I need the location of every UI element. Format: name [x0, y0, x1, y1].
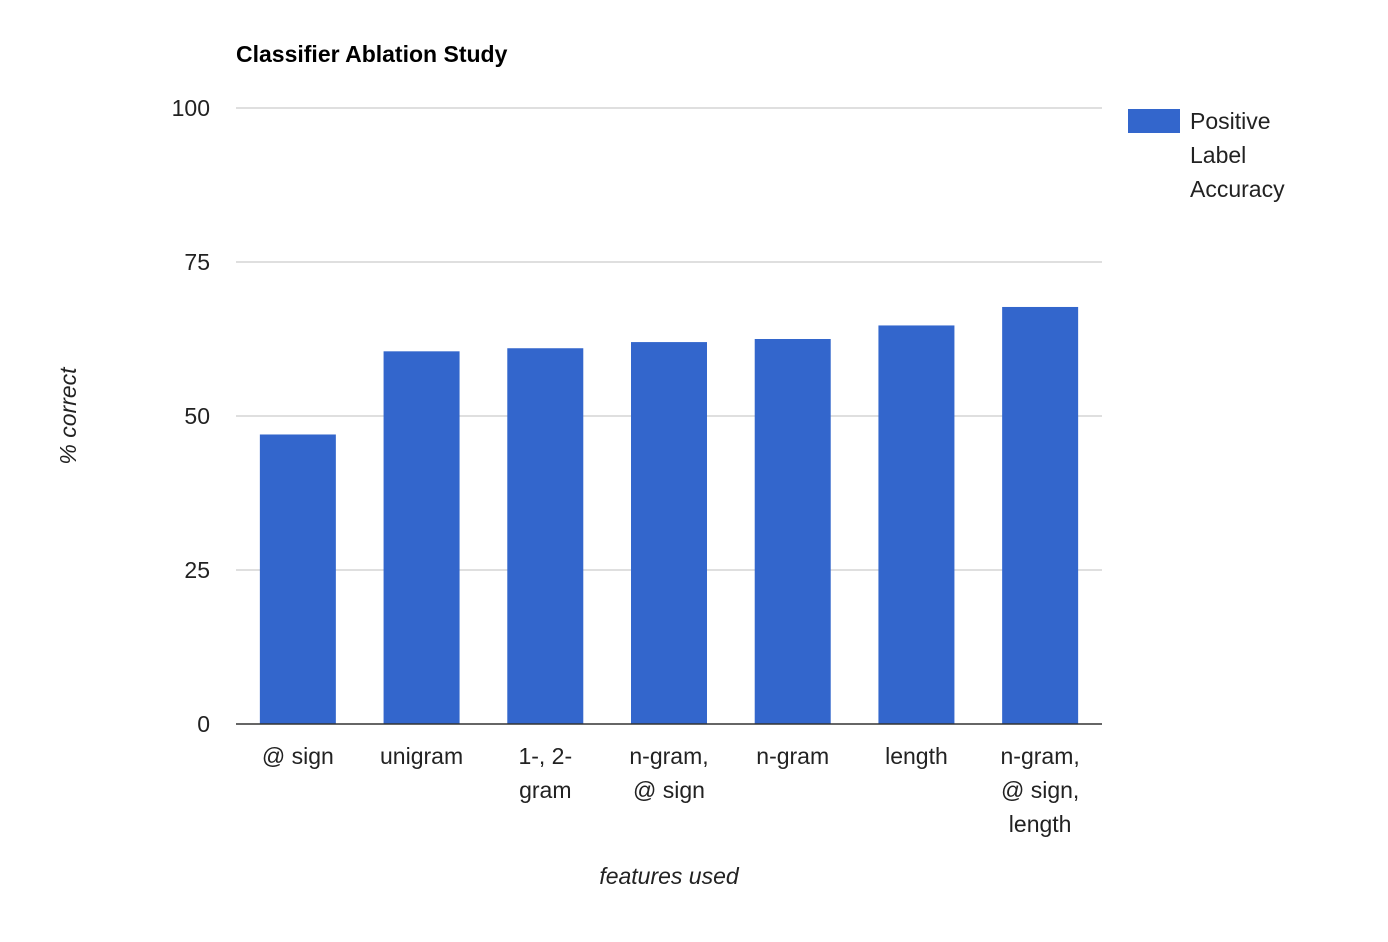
y-tick-label: 0 — [197, 711, 210, 737]
x-axis-categories: @ sign unigram 1-, 2- gram n-gram, @ sign n-gr… — [262, 743, 1080, 837]
x-tick-label: n-gram, — [629, 743, 708, 769]
x-tick-label: n-gram — [756, 743, 829, 769]
x-tick-label: unigram — [380, 743, 463, 769]
bars — [259, 306, 1079, 724]
y-axis-label: % correct — [55, 366, 81, 465]
x-tick-label: @ sign, — [1001, 777, 1079, 803]
bar — [383, 351, 460, 724]
bar — [507, 348, 584, 724]
y-tick-label: 100 — [172, 95, 210, 121]
legend: Positive Label Accuracy — [1128, 108, 1285, 202]
legend-label: Accuracy — [1190, 176, 1285, 202]
x-tick-label: length — [885, 743, 948, 769]
y-tick-label: 50 — [184, 403, 210, 429]
x-axis-label: features used — [599, 863, 740, 889]
x-tick-label: @ sign — [262, 743, 334, 769]
bar — [259, 434, 336, 724]
x-tick-label: gram — [519, 777, 571, 803]
legend-label: Positive — [1190, 108, 1271, 134]
y-axis-ticks: 0 25 50 75 100 — [172, 95, 210, 737]
bar — [754, 339, 831, 724]
legend-label: Label — [1190, 142, 1246, 168]
x-tick-label: n-gram, — [1001, 743, 1080, 769]
bar — [1002, 306, 1079, 724]
x-tick-label: @ sign — [633, 777, 705, 803]
x-tick-label: length — [1009, 811, 1072, 837]
chart-title: Classifier Ablation Study — [236, 41, 508, 67]
y-tick-label: 75 — [184, 249, 210, 275]
bar — [631, 342, 707, 724]
legend-swatch — [1128, 109, 1180, 133]
y-tick-label: 25 — [184, 557, 210, 583]
x-tick-label: 1-, 2- — [518, 743, 572, 769]
bar — [878, 325, 955, 724]
